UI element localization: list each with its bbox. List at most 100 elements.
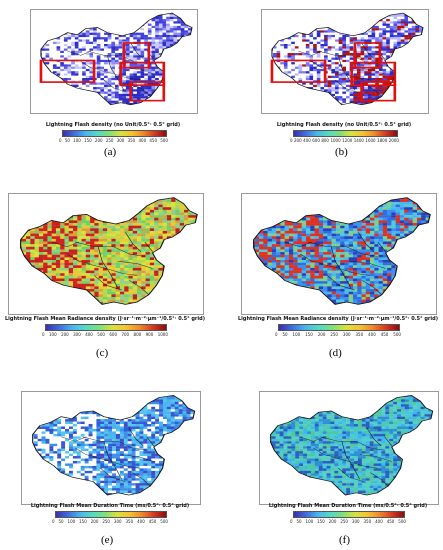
province-borders — [299, 427, 392, 487]
colorbar-tick-label: 400 — [303, 138, 311, 143]
colorbar-tick-label: 50 — [296, 519, 302, 524]
colorbar-tick-label: 100 — [48, 332, 57, 337]
colorbar-tick-label: 800 — [321, 138, 329, 143]
colorbar-tick-label: 200 — [294, 138, 302, 143]
colorbar-tick-label: 0 — [59, 138, 62, 143]
colorbar-tick-label: 0 — [275, 332, 278, 337]
colorbar-tick-label: 50 — [64, 138, 70, 143]
colorbar-tick-label: 400 — [137, 519, 145, 524]
province-borders — [284, 232, 386, 295]
colorbar-tick-label: 700 — [121, 332, 130, 337]
colorbar-tick-label: 600 — [312, 138, 320, 143]
china-map-e — [32, 394, 196, 496]
map-frame-d — [241, 193, 437, 315]
colorbar-tick-label: 0 — [290, 138, 293, 143]
colorbar-tick-label: 400 — [138, 138, 147, 143]
map-frame-b — [261, 9, 429, 114]
colorbar-tick-label: 400 — [368, 332, 376, 337]
region-box-center — [119, 61, 166, 87]
colorbar-tick-label: 1000 — [157, 332, 168, 337]
heatmap-cells — [32, 395, 195, 496]
map-frame-f — [259, 391, 439, 505]
china-map-c — [20, 197, 198, 305]
colorbar-tick-label: 1200 — [342, 138, 353, 143]
colorbar-tick-label: 50 — [282, 332, 288, 337]
colorbar-tick-label: 350 — [363, 519, 372, 524]
map-frame-c — [8, 193, 204, 315]
china-map-f — [270, 394, 434, 496]
colorbar-title: Lightning Flash density (no Unit/0.5°· 0… — [276, 122, 412, 128]
colorbar — [293, 130, 398, 137]
colorbar-tick-label: 2000 — [388, 138, 399, 143]
heatmap-cells — [20, 197, 198, 305]
colorbar-tick-label: 900 — [145, 332, 154, 337]
province-borders — [61, 427, 154, 487]
country-outline — [270, 394, 434, 496]
colorbar-tick-label: 0 — [52, 519, 55, 524]
province-borders — [51, 232, 153, 295]
colorbar-tick-label: 150 — [305, 332, 313, 337]
colorbar-tick-label: 250 — [102, 519, 110, 524]
colorbar-tick-label: 100 — [67, 519, 76, 524]
colorbar-tick-label: 150 — [317, 519, 325, 524]
colorbar — [55, 511, 167, 518]
panel-label: (b) — [335, 146, 348, 158]
colorbar-tick-label: 600 — [109, 332, 118, 337]
colorbar — [278, 324, 400, 331]
region-box-south — [129, 81, 166, 102]
colorbar-tick-label: 200 — [90, 519, 99, 524]
colorbar-tick-label: 300 — [116, 138, 125, 143]
colorbar-tick-label: 500 — [160, 138, 168, 143]
panel-label: (f) — [339, 534, 350, 546]
colorbar-tick-label: 1000 — [330, 138, 341, 143]
heatmap-cells — [270, 395, 433, 496]
colorbar-tick-label: 450 — [386, 519, 395, 524]
colorbar-tick-label: 150 — [84, 138, 92, 143]
region-box-north — [353, 42, 382, 69]
colorbar-tick-label: 50 — [58, 519, 64, 524]
colorbar-tick-label: 250 — [105, 138, 114, 143]
colorbar-title: Lightning Flash Mean Duration Time (ms/0… — [268, 503, 428, 509]
colorbar-tick-label: 300 — [342, 332, 351, 337]
heatmap-cells — [253, 197, 431, 305]
colorbar-tick-label: 500 — [160, 519, 168, 524]
colorbar-tick-label: 450 — [148, 519, 157, 524]
colorbar-ticks: 0 100 200 300 400 500 600 700 800 900 1000 — [42, 332, 168, 337]
colorbar-tick-label: 250 — [330, 332, 338, 337]
colorbar-tick-label: 300 — [351, 519, 360, 524]
colorbar-tick-label: 200 — [317, 332, 326, 337]
colorbar-tick-label: 350 — [127, 138, 136, 143]
region-box-north — [122, 42, 151, 69]
colorbar-tick-label: 200 — [94, 138, 103, 143]
colorbar-tick-label: 100 — [292, 332, 301, 337]
country-outline — [20, 197, 198, 305]
heatmap-cells — [40, 13, 193, 105]
country-outline — [253, 197, 431, 305]
colorbar-tick-label: 400 — [375, 519, 383, 524]
colorbar-tick-label: 1400 — [353, 138, 364, 143]
china-map-b — [270, 12, 424, 106]
colorbar-title: Lightning Flash density (no Unit/0.5°· 0… — [45, 122, 181, 128]
panel-label: (a) — [104, 146, 117, 158]
colorbar-tick-label: 200 — [328, 519, 337, 524]
map-frame-e — [21, 391, 201, 505]
colorbar-tick-label: 500 — [97, 332, 105, 337]
country-outline — [40, 12, 193, 106]
colorbar — [45, 324, 167, 331]
colorbar-ticks: 0 200 400 600 800 1000 1200 1400 1600 1800 2000 — [290, 138, 399, 143]
colorbar-tick-label: 350 — [355, 332, 364, 337]
colorbar-tick-label: 150 — [79, 519, 87, 524]
colorbar-tick-label: 450 — [380, 332, 389, 337]
china-map-d — [253, 197, 431, 305]
panel-label: (e) — [101, 534, 114, 546]
country-outline — [271, 12, 424, 106]
colorbar-title: Lightning Flash Mean Radiance density (J… — [5, 316, 205, 322]
colorbar — [62, 130, 167, 137]
colorbar-tick-label: 500 — [393, 332, 401, 337]
china-map-a — [39, 12, 193, 106]
colorbar-ticks: 0 50 100 150 200 250 300 350 400 450 500 — [59, 138, 168, 143]
colorbar-tick-label: 250 — [340, 519, 348, 524]
colorbar-tick-label: 0 — [290, 519, 293, 524]
colorbar-tick-label: 200 — [61, 332, 69, 337]
region-box-center — [350, 61, 397, 87]
